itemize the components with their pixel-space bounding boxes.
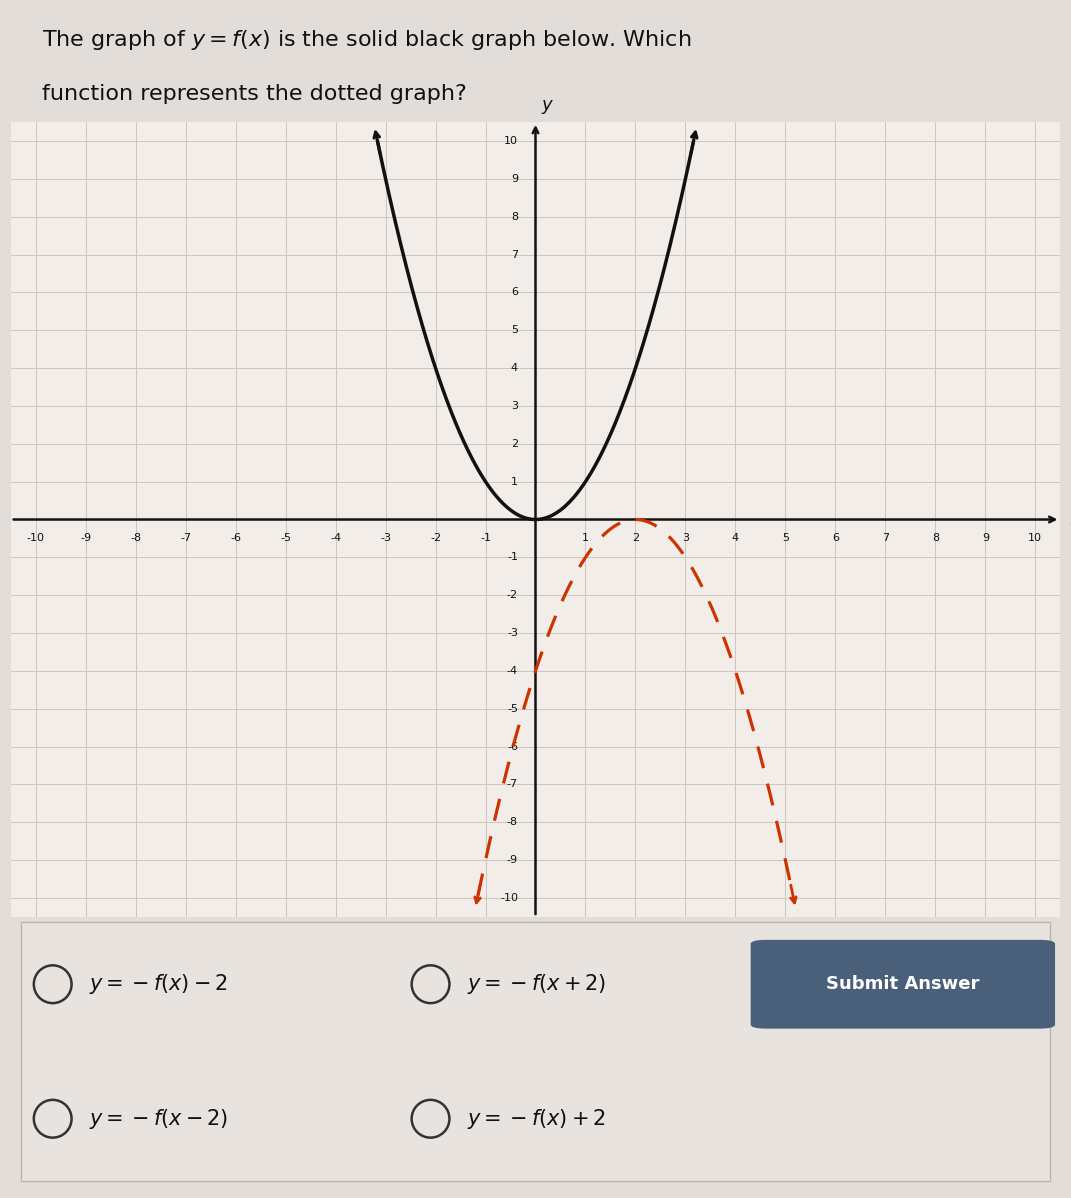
Text: 4: 4 [731,533,739,543]
Text: 1: 1 [582,533,589,543]
Text: 6: 6 [832,533,839,543]
Text: 3: 3 [682,533,689,543]
Text: 5: 5 [511,325,518,335]
Text: -10: -10 [500,893,518,903]
Text: 3: 3 [511,401,518,411]
Text: 1: 1 [511,477,518,486]
Text: 10: 10 [1028,533,1042,543]
Text: $y = -f(x) - 2$: $y = -f(x) - 2$ [90,973,228,997]
Text: Submit Answer: Submit Answer [826,975,980,993]
Text: 9: 9 [511,174,518,183]
Text: 9: 9 [982,533,989,543]
Text: -4: -4 [507,666,518,676]
Text: -2: -2 [429,533,441,543]
Text: 5: 5 [782,533,789,543]
Text: -6: -6 [230,533,241,543]
Text: -1: -1 [480,533,491,543]
Text: -3: -3 [507,628,518,639]
Text: -10: -10 [27,533,45,543]
Text: 8: 8 [932,533,939,543]
Text: 2: 2 [632,533,639,543]
Text: -9: -9 [80,533,91,543]
Text: -6: -6 [507,742,518,751]
Text: -5: -5 [281,533,291,543]
Text: -8: -8 [130,533,141,543]
Text: $y = -f(x - 2)$: $y = -f(x - 2)$ [90,1107,229,1131]
Text: The graph of $y = f(x)$ is the solid black graph below. Which: The graph of $y = f(x)$ is the solid bla… [42,29,692,53]
FancyBboxPatch shape [751,940,1055,1029]
Text: -8: -8 [507,817,518,828]
Text: 7: 7 [511,249,518,260]
Text: 4: 4 [511,363,518,373]
Text: 8: 8 [511,212,518,222]
Text: -2: -2 [507,591,518,600]
Text: -7: -7 [507,780,518,789]
FancyBboxPatch shape [21,922,1050,1181]
Text: -7: -7 [180,533,192,543]
Text: -4: -4 [330,533,342,543]
Text: $y$: $y$ [541,98,555,116]
Text: 6: 6 [511,288,518,297]
Text: 10: 10 [504,135,518,146]
Text: $y = -f(x) + 2$: $y = -f(x) + 2$ [467,1107,606,1131]
Text: function represents the dotted graph?: function represents the dotted graph? [42,84,467,103]
Text: 2: 2 [511,438,518,449]
Text: -1: -1 [507,552,518,562]
Text: $y = -f(x + 2)$: $y = -f(x + 2)$ [467,973,606,997]
Text: -3: -3 [380,533,391,543]
Text: -5: -5 [507,703,518,714]
Text: -9: -9 [507,855,518,865]
Text: 7: 7 [881,533,889,543]
